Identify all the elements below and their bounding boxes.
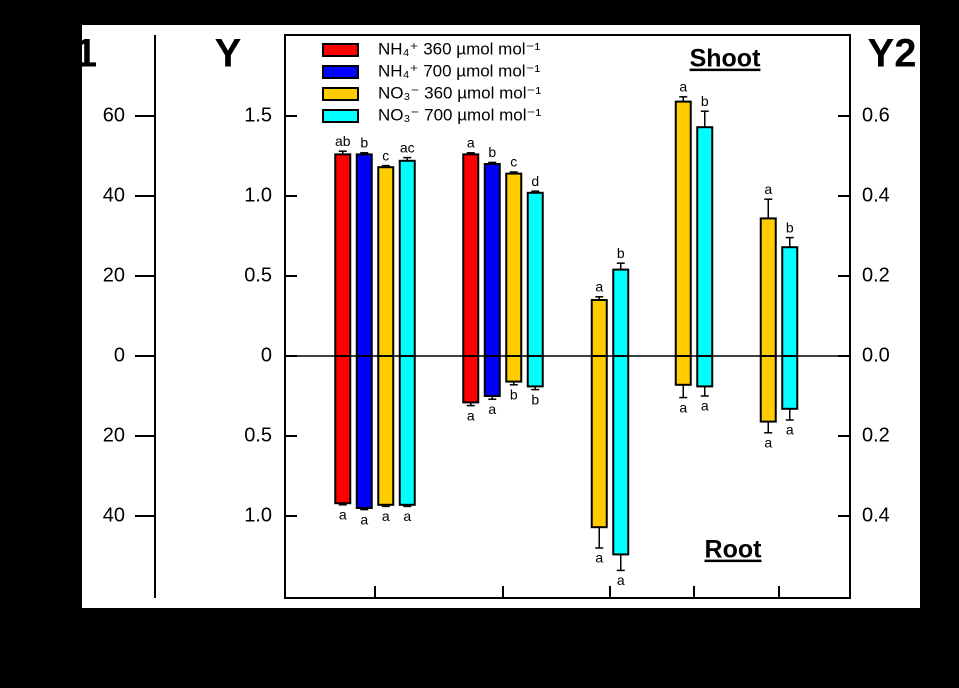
bar <box>483 355 501 397</box>
letter-label: a <box>339 507 347 523</box>
letter-label: a <box>786 422 794 438</box>
y-tick-label: 1.0 <box>244 184 272 206</box>
letter-label: b <box>531 391 539 407</box>
letter-label: a <box>617 572 625 588</box>
letter-label: a <box>595 550 603 566</box>
letter-label: a <box>488 401 496 417</box>
y1-tick-label: 0 <box>114 344 125 366</box>
letter-label: a <box>764 435 772 451</box>
bar <box>398 355 416 506</box>
letter-label: b <box>786 219 794 235</box>
letter-label: b <box>360 135 368 151</box>
y2-tick-label: 0.2 <box>862 264 890 286</box>
y2-axis-title: Y2 <box>868 32 917 76</box>
bar <box>612 268 630 358</box>
legend-swatch <box>322 109 359 123</box>
bar <box>355 355 373 509</box>
letter-label: a <box>382 508 390 524</box>
bar <box>526 355 544 388</box>
bar <box>674 100 692 357</box>
y2-tick-label: 0.2 <box>862 424 890 446</box>
bar <box>526 191 544 357</box>
bar <box>696 355 714 388</box>
letter-label: c <box>382 147 389 163</box>
letter-label: a <box>403 508 411 524</box>
bar <box>590 355 608 529</box>
letter-label: a <box>764 181 772 197</box>
legend-label: NO₃⁻ 360 µmol mol⁻¹ <box>378 83 541 102</box>
bar <box>505 355 523 383</box>
y-tick-label: 0 <box>261 344 272 366</box>
letter-label: ac <box>400 139 415 155</box>
y-axis-title: Y <box>215 32 242 76</box>
y1-tick-label: 20 <box>103 424 125 446</box>
y2-tick-label: 0.0 <box>862 344 890 366</box>
legend-label: NO₃⁻ 700 µmol mol⁻¹ <box>378 105 541 124</box>
letter-label: b <box>510 387 518 403</box>
plot-background <box>82 25 920 608</box>
y-tick-label: 1.5 <box>244 104 272 126</box>
y2-tick-label: 0.6 <box>862 104 890 126</box>
letter-label: b <box>617 245 625 261</box>
legend-label: NH₄⁺ 700 µmol mol⁻¹ <box>378 61 541 80</box>
letter-label: a <box>679 399 687 415</box>
root-label: Root <box>705 536 763 564</box>
letter-label: a <box>467 407 475 423</box>
letter-label: ab <box>335 133 351 149</box>
bar <box>377 355 395 506</box>
plot-frame <box>284 34 851 599</box>
bar <box>674 355 692 386</box>
bar <box>377 166 395 357</box>
bar <box>781 355 799 410</box>
bar <box>398 159 416 357</box>
y2-tick-label: 0.4 <box>862 504 890 526</box>
shoot-label: Shoot <box>690 45 761 73</box>
y1-tick-label: 40 <box>103 504 125 526</box>
bar <box>483 163 501 357</box>
letter-label: d <box>531 173 539 189</box>
legend-swatch <box>322 87 359 101</box>
y1-tick-label: 60 <box>103 104 125 126</box>
y-tick-label: 0.5 <box>244 264 272 286</box>
y1-tick-label: 20 <box>103 264 125 286</box>
y2-tick-label: 0.4 <box>862 184 890 206</box>
legend-swatch <box>322 43 359 57</box>
bar <box>355 153 373 357</box>
bar <box>612 355 630 556</box>
y1-axis-title: 1 <box>75 32 97 76</box>
bar <box>462 153 480 357</box>
bar <box>781 246 799 357</box>
bar <box>334 355 352 505</box>
y1-tick-label: 40 <box>103 184 125 206</box>
legend-label: NH₄⁺ 360 µmol mol⁻¹ <box>378 39 541 58</box>
letter-label: a <box>679 79 687 95</box>
letter-label: a <box>595 279 603 295</box>
legend-swatch <box>322 65 359 79</box>
letter-label: b <box>488 144 496 160</box>
bar <box>505 172 523 357</box>
bar <box>759 217 777 357</box>
letter-label: a <box>360 511 368 527</box>
bar <box>590 299 608 357</box>
bar <box>696 126 714 357</box>
bar <box>334 153 352 357</box>
letter-label: a <box>701 398 709 414</box>
letter-label: b <box>701 93 709 109</box>
y-tick-label: 1.0 <box>244 504 272 526</box>
bar <box>759 355 777 423</box>
letter-label: c <box>510 154 517 170</box>
bar <box>462 355 480 404</box>
letter-label: a <box>467 135 475 151</box>
y-tick-label: 0.5 <box>244 424 272 446</box>
